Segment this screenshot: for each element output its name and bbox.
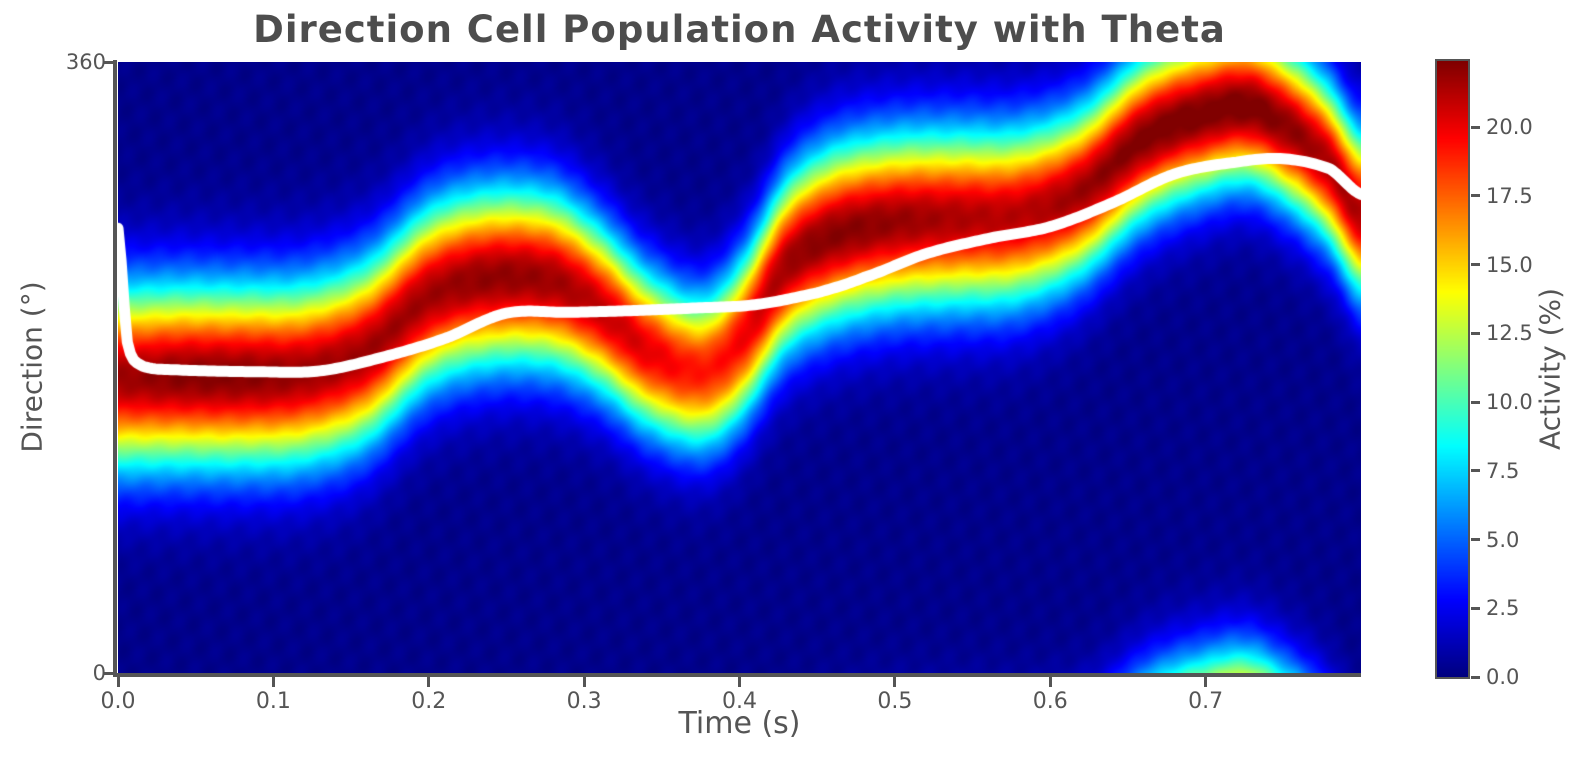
- x-axis-label: Time (s): [678, 706, 801, 741]
- colorbar-tick-label: 12.5: [1486, 321, 1533, 346]
- chart-title: Direction Cell Population Activity with …: [253, 8, 1226, 51]
- colorbar-tick-label: 2.5: [1486, 596, 1520, 621]
- y-axis-label: Direction (°): [15, 281, 49, 453]
- colorbar-tick-label: 17.5: [1486, 183, 1533, 208]
- x-tick-label: 0.0: [100, 689, 136, 714]
- colorbar-tick-mark: [1471, 469, 1480, 473]
- colorbar-tick-mark: [1471, 400, 1480, 404]
- colorbar-tick-mark: [1471, 675, 1480, 679]
- x-tick-label: 0.7: [1188, 689, 1224, 714]
- x-tick-mark: [738, 677, 741, 687]
- colorbar-tick-mark: [1471, 125, 1480, 129]
- y-tick-label: 0: [92, 661, 106, 685]
- x-tick-label: 0.3: [566, 689, 602, 714]
- x-axis-spine: [113, 673, 1361, 677]
- colorbar-label: Activity (%): [1533, 287, 1567, 451]
- x-tick-label: 0.6: [1032, 689, 1068, 714]
- colorbar-tick-mark: [1471, 538, 1480, 541]
- x-tick-label: 0.1: [255, 689, 291, 714]
- colorbar-canvas: [1437, 61, 1468, 677]
- x-tick-mark: [427, 677, 431, 687]
- x-tick-mark: [116, 677, 120, 687]
- heatmap-canvas: [118, 62, 1361, 673]
- x-tick-mark: [582, 677, 586, 687]
- x-tick-label: 0.4: [722, 689, 757, 714]
- x-tick-mark: [893, 677, 897, 687]
- x-tick-mark: [1048, 677, 1052, 687]
- y-tick-mark: [103, 60, 113, 64]
- x-tick-label: 0.2: [411, 689, 447, 714]
- colorbar-tick-label: 20.0: [1486, 115, 1533, 139]
- colorbar-tick-mark: [1471, 194, 1480, 198]
- x-tick-mark: [1204, 677, 1208, 687]
- x-tick-mark: [271, 677, 275, 687]
- colorbar-tick-label: 5.0: [1486, 527, 1520, 552]
- y-tick-mark: [103, 671, 113, 675]
- colorbar-tick-mark: [1471, 606, 1480, 610]
- colorbar-tick-label: 7.5: [1486, 458, 1520, 483]
- y-tick-label: 360: [65, 50, 106, 74]
- colorbar-tick-label: 15.0: [1486, 252, 1533, 277]
- y-axis-spine: [113, 60, 117, 677]
- colorbar-tick-label: 0.0: [1486, 665, 1520, 689]
- colorbar-tick-label: 10.0: [1486, 390, 1533, 414]
- colorbar-tick-mark: [1471, 263, 1480, 266]
- colorbar-tick-mark: [1471, 331, 1480, 335]
- colorbar: [1435, 59, 1470, 679]
- x-tick-label: 0.5: [877, 689, 913, 714]
